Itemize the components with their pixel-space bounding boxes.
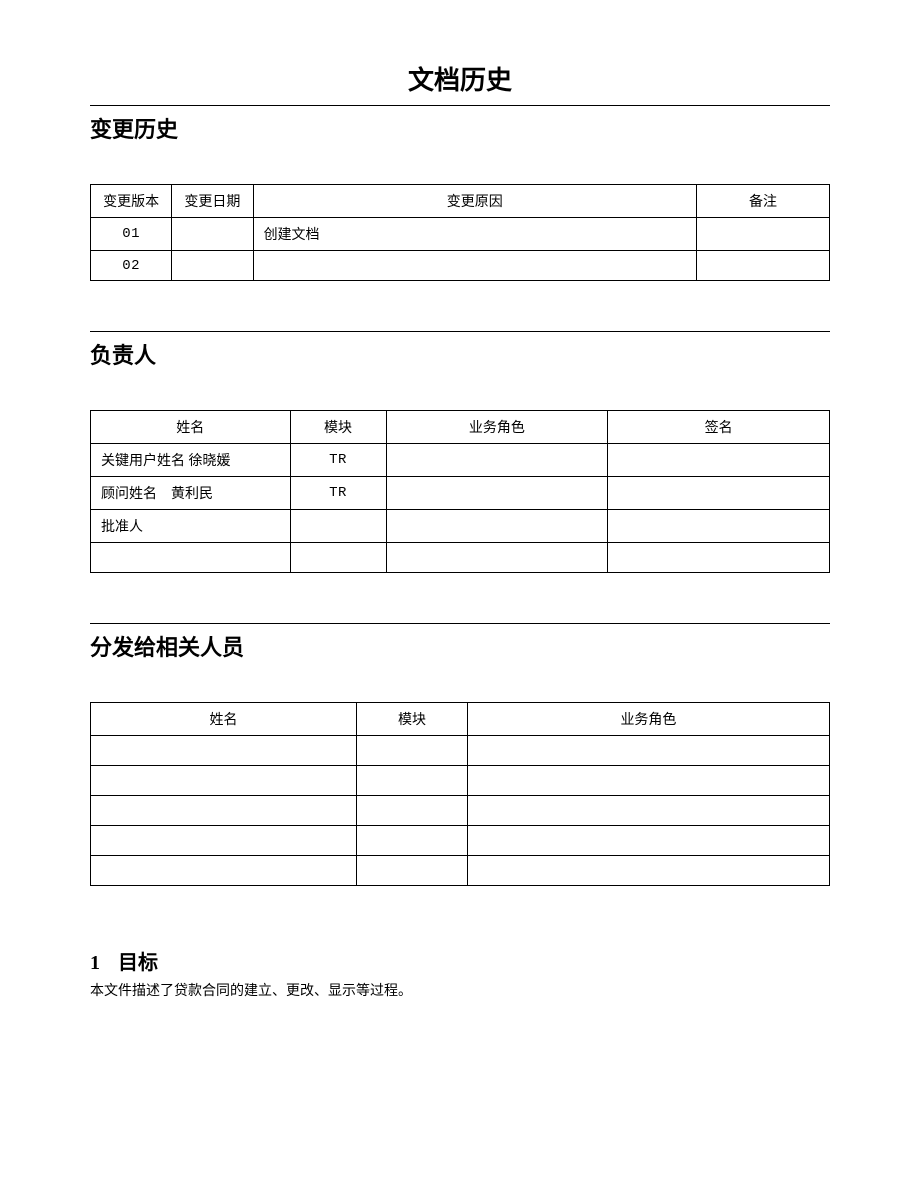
cell-module: TR (290, 444, 386, 477)
table-row: 批准人 (91, 510, 830, 543)
cell-role (386, 477, 608, 510)
table-header-row: 姓名 模块 业务角色 签名 (91, 411, 830, 444)
cell-module (357, 736, 468, 766)
cell-module (357, 766, 468, 796)
cell-date (172, 251, 253, 281)
cell-name (91, 796, 357, 826)
cell-date (172, 218, 253, 251)
change-history-section: 变更历史 变更版本 变更日期 变更原因 备注 01 创建文档 02 (90, 112, 830, 281)
cell-module (357, 796, 468, 826)
title-underline (90, 105, 830, 106)
col-version: 变更版本 (91, 185, 172, 218)
cell-remark (696, 251, 829, 281)
cell-sign (608, 510, 830, 543)
cell-module (357, 826, 468, 856)
cell-role (386, 543, 608, 573)
distribute-table: 姓名 模块 业务角色 (90, 702, 830, 886)
table-row (91, 766, 830, 796)
col-date: 变更日期 (172, 185, 253, 218)
cell-name (91, 826, 357, 856)
table-row (91, 796, 830, 826)
page-title: 文档历史 (90, 60, 830, 97)
cell-role (467, 856, 829, 886)
table-row (91, 856, 830, 886)
table-row (91, 543, 830, 573)
table-row: 顾问姓名 黄利民 TR (91, 477, 830, 510)
goal-body: 本文件描述了贷款合同的建立、更改、显示等过程。 (90, 981, 830, 1003)
table-row: 01 创建文档 (91, 218, 830, 251)
goal-title: 1 目标 (90, 946, 830, 975)
table-header-row: 姓名 模块 业务角色 (91, 703, 830, 736)
cell-role (386, 444, 608, 477)
responsible-table: 姓名 模块 业务角色 签名 关键用户姓名 徐晓媛 TR 顾问姓名 黄利民 TR … (90, 410, 830, 573)
goal-heading: 目标 (118, 952, 158, 974)
cell-role (386, 510, 608, 543)
responsible-title: 负责人 (90, 338, 830, 370)
table-row (91, 826, 830, 856)
table-row: 关键用户姓名 徐晓媛 TR (91, 444, 830, 477)
goal-number: 1 (90, 952, 100, 975)
col-module: 模块 (290, 411, 386, 444)
cell-name (91, 736, 357, 766)
cell-module: TR (290, 477, 386, 510)
cell-sign (608, 444, 830, 477)
cell-version: 01 (91, 218, 172, 251)
table-header-row: 变更版本 变更日期 变更原因 备注 (91, 185, 830, 218)
col-role: 业务角色 (467, 703, 829, 736)
col-remark: 备注 (696, 185, 829, 218)
cell-sign (608, 543, 830, 573)
cell-role (467, 796, 829, 826)
cell-remark (696, 218, 829, 251)
change-history-table: 变更版本 变更日期 变更原因 备注 01 创建文档 02 (90, 184, 830, 281)
cell-reason: 创建文档 (253, 218, 696, 251)
cell-module (290, 543, 386, 573)
cell-name (91, 856, 357, 886)
col-reason: 变更原因 (253, 185, 696, 218)
section-divider (90, 623, 830, 624)
distribute-section: 分发给相关人员 姓名 模块 业务角色 (90, 630, 830, 886)
cell-sign (608, 477, 830, 510)
responsible-section: 负责人 姓名 模块 业务角色 签名 关键用户姓名 徐晓媛 TR 顾问姓名 黄利民… (90, 338, 830, 573)
col-module: 模块 (357, 703, 468, 736)
change-history-title: 变更历史 (90, 112, 830, 144)
cell-name: 顾问姓名 黄利民 (91, 477, 291, 510)
cell-name (91, 543, 291, 573)
cell-reason (253, 251, 696, 281)
cell-version: 02 (91, 251, 172, 281)
cell-name: 关键用户姓名 徐晓媛 (91, 444, 291, 477)
col-sign: 签名 (608, 411, 830, 444)
cell-role (467, 736, 829, 766)
col-role: 业务角色 (386, 411, 608, 444)
col-name: 姓名 (91, 411, 291, 444)
cell-module (357, 856, 468, 886)
table-row (91, 736, 830, 766)
cell-module (290, 510, 386, 543)
col-name: 姓名 (91, 703, 357, 736)
section-divider (90, 331, 830, 332)
cell-role (467, 766, 829, 796)
cell-name (91, 766, 357, 796)
goal-section: 1 目标 本文件描述了贷款合同的建立、更改、显示等过程。 (90, 946, 830, 1003)
distribute-title: 分发给相关人员 (90, 630, 830, 662)
cell-name: 批准人 (91, 510, 291, 543)
table-row: 02 (91, 251, 830, 281)
cell-role (467, 826, 829, 856)
